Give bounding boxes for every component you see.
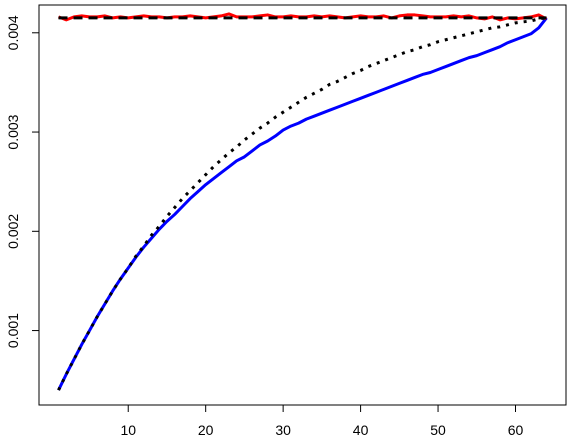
x-tick-label: 20 (198, 422, 214, 438)
series-line (57, 16, 548, 391)
x-tick-label: 30 (275, 422, 291, 438)
x-tick-label: 10 (120, 422, 136, 438)
y-tick-label: 0.002 (5, 214, 21, 249)
x-tick-label: 50 (430, 422, 446, 438)
series-line (57, 16, 547, 391)
y-tick-label: 0.001 (5, 313, 21, 348)
plot-frame (38, 4, 567, 406)
y-tick-label: 0.003 (5, 114, 21, 149)
y-tick-label: 0.004 (5, 15, 21, 50)
x-tick-label: 60 (508, 422, 524, 438)
x-tick-label: 40 (353, 422, 369, 438)
